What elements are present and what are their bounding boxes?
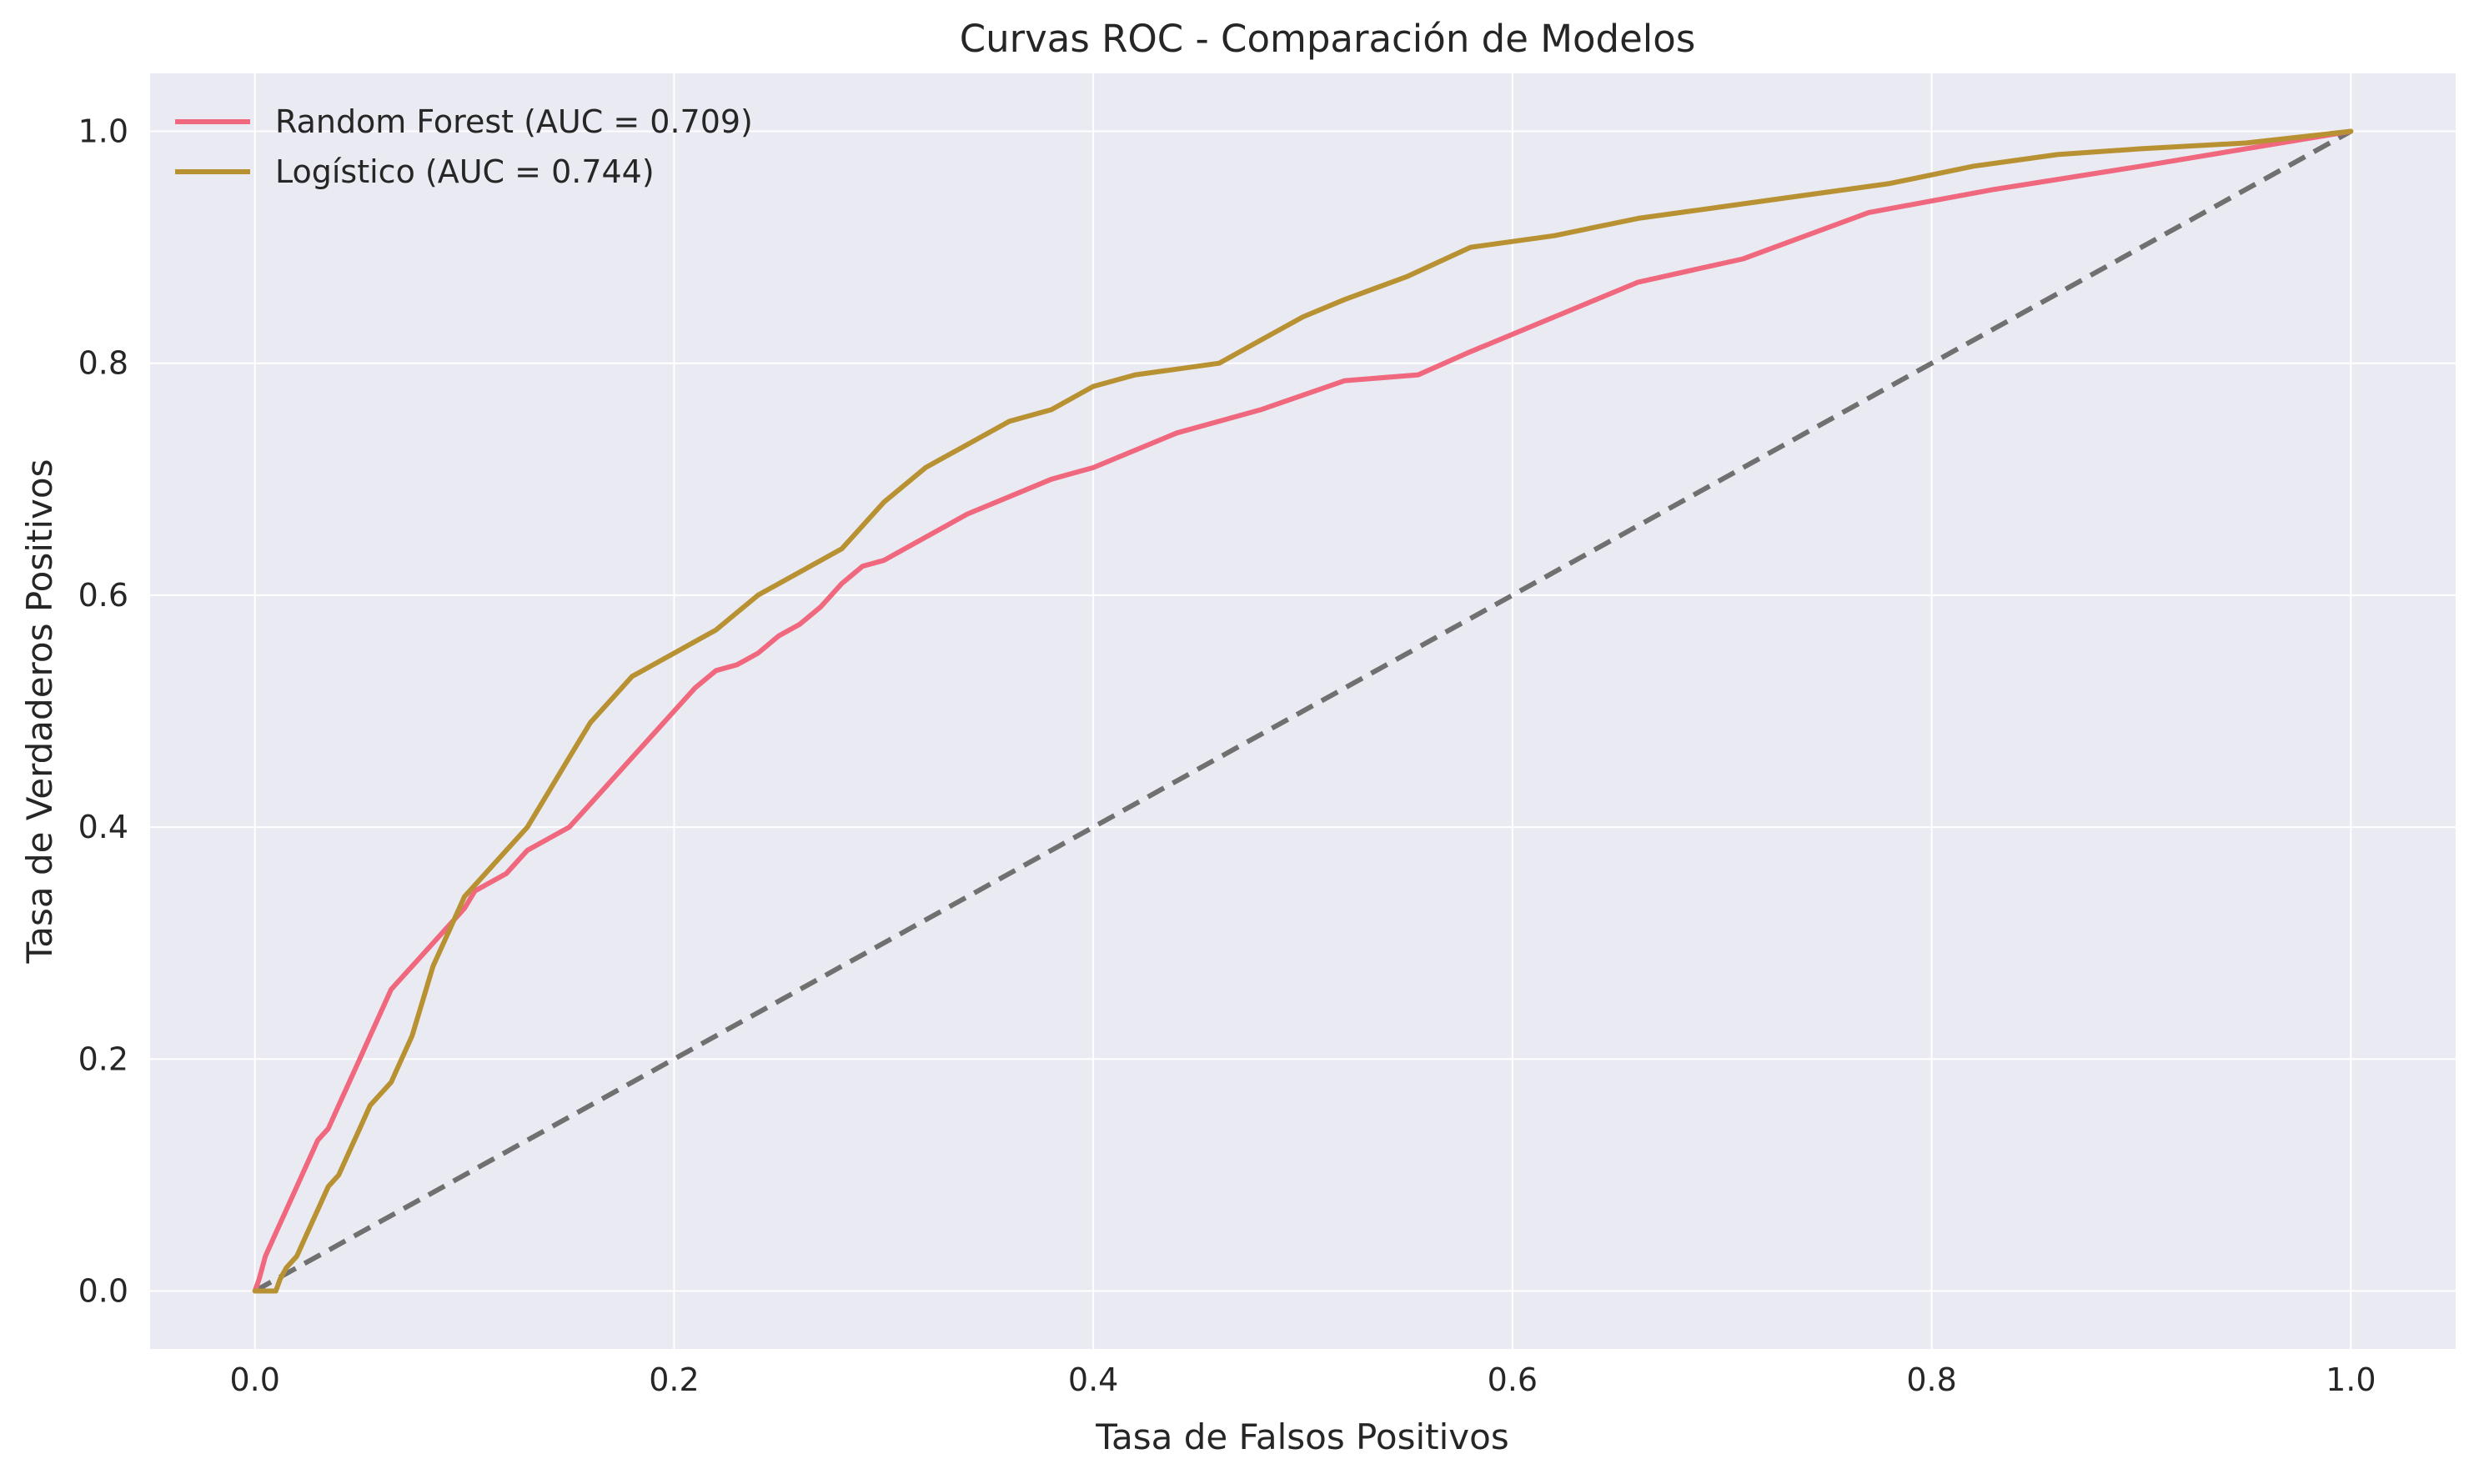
series-group	[252, 128, 2354, 1294]
y-tick-label: 0.2	[78, 1040, 128, 1077]
y-tick-label: 0.8	[78, 345, 128, 382]
x-axis-label: Tasa de Falsos Positivos	[1095, 1416, 1508, 1457]
series-line-random-forest	[252, 128, 2354, 1294]
y-tick-label: 0.0	[78, 1272, 128, 1309]
y-tick-label: 0.6	[78, 577, 128, 614]
x-tick-label: 0.6	[1488, 1361, 1538, 1398]
legend: Random Forest (AUC = 0.709) Logístico (AU…	[175, 103, 753, 190]
x-tick-label: 0.2	[649, 1361, 699, 1398]
legend-label: Random Forest (AUC = 0.709)	[275, 103, 753, 140]
reference-diagonal-line	[253, 128, 2352, 1294]
y-axis-label: Tasa de Verdaderos Positivos	[19, 459, 60, 965]
x-tick-label: 0.8	[1906, 1361, 1956, 1398]
x-tick-label: 0.0	[229, 1361, 279, 1398]
y-tick-label: 0.4	[78, 809, 128, 845]
y-axis-ticks: 0.0 0.2 0.4 0.6 0.8 1.0	[78, 113, 128, 1310]
reference-line-group	[253, 128, 2352, 1294]
x-tick-label: 1.0	[2326, 1361, 2376, 1398]
y-tick-label: 1.0	[78, 113, 128, 150]
x-tick-label: 0.4	[1068, 1361, 1118, 1398]
legend-label: Logístico (AUC = 0.744)	[275, 153, 655, 190]
x-axis-ticks: 0.0 0.2 0.4 0.6 0.8 1.0	[229, 1361, 2376, 1398]
grid-lines	[150, 73, 2456, 1349]
series-line-logistico	[252, 128, 2354, 1294]
chart-title: Curvas ROC - Comparación de Modelos	[960, 17, 1696, 61]
